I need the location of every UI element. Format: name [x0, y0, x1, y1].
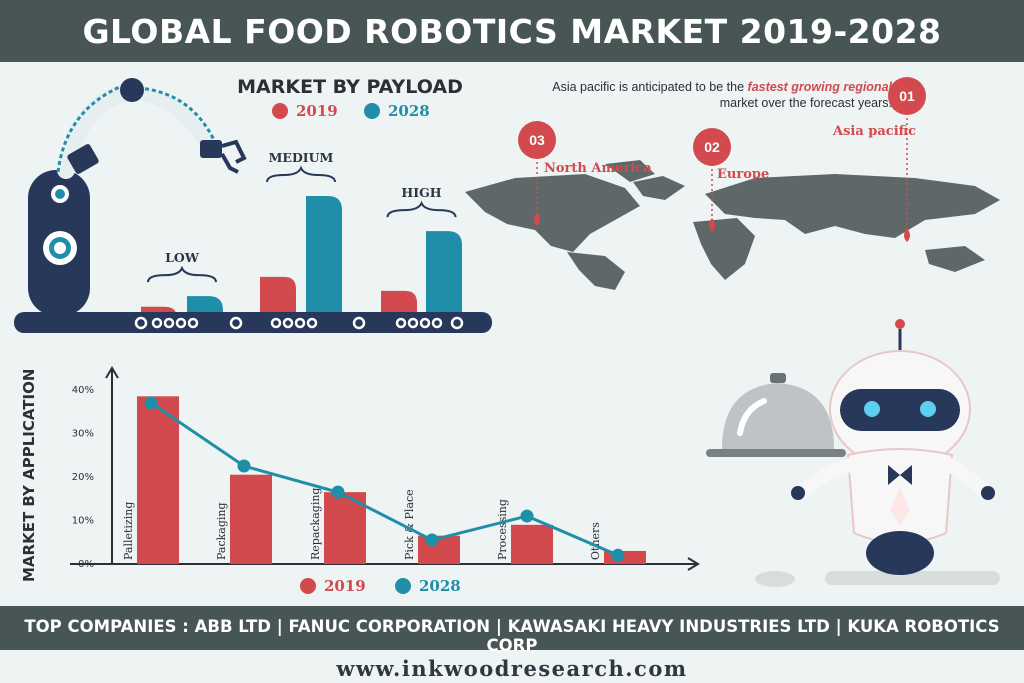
legend-label-2019: 2019	[296, 102, 338, 120]
marker-north-america	[518, 121, 556, 226]
category-label: Pick & Place	[403, 489, 416, 560]
application-point-2028	[520, 509, 534, 523]
application-bar-2019	[137, 396, 179, 564]
payload-chart: LOW MEDIUM HIGH	[141, 150, 462, 319]
legend-dot-2028	[395, 578, 411, 594]
payload-legend-2028: 2028	[364, 102, 430, 120]
payload-label-high: HIGH	[401, 185, 441, 200]
category-label: Processing	[496, 499, 509, 560]
payload-brace-high	[386, 200, 457, 218]
top-companies: TOP COMPANIES : ABB LTD | FANUC CORPORAT…	[24, 617, 1000, 655]
payload-title: MARKET BY PAYLOAD	[237, 76, 463, 98]
serving-cloche-icon	[706, 373, 846, 457]
legend-label-2028: 2028	[419, 577, 461, 595]
y-tick-label: 0%	[78, 559, 94, 570]
location-pin-icon	[904, 228, 910, 242]
region-label-north-america: North America	[544, 161, 652, 176]
region-markers	[518, 77, 926, 242]
regional-text-emphasis: fastest growing regional	[747, 80, 892, 94]
marker-asia-pacific	[888, 77, 926, 242]
category-label: Others	[589, 522, 602, 560]
header-bar	[0, 0, 1024, 62]
category-label: Repackaging	[309, 488, 322, 560]
location-pin-icon	[709, 218, 715, 232]
payload-bar-2028-low	[187, 296, 223, 312]
application-bar-2019	[418, 535, 460, 564]
rank-01: 01	[899, 88, 915, 104]
payload-brace-low	[147, 265, 217, 283]
application-legend-2028: 2028	[395, 577, 461, 595]
marker-europe	[693, 128, 731, 232]
application-point-2028	[611, 548, 625, 562]
regional-text-start: Asia pacific is anticipated to be the	[552, 80, 748, 94]
x-axis-arrow	[687, 557, 700, 571]
payload-legend-2019: 2019	[272, 102, 338, 120]
world-map-icon	[465, 160, 1000, 290]
region-label-asia-pacific: Asia pacific	[833, 124, 917, 139]
y-tick-label: 30%	[72, 428, 94, 439]
page-title: GLOBAL FOOD ROBOTICS MARKET 2019-2028	[82, 12, 942, 51]
y-tick-label: 40%	[72, 385, 94, 396]
waiter-robot-icon	[706, 319, 1000, 587]
y-tick-label: 10%	[72, 515, 94, 526]
location-pin-icon	[534, 212, 540, 226]
application-legend-2019: 2019	[300, 577, 366, 595]
application-bar-2019	[511, 524, 553, 564]
conveyor-belt-icon	[14, 312, 492, 333]
payload-bar-2028-medium	[306, 196, 342, 312]
application-point-2028	[144, 396, 158, 410]
rank-02: 02	[704, 139, 720, 155]
application-chart: 0% 10% 20% 30% 40% Palletizing Packaging Repack…	[70, 366, 700, 571]
legend-label-2019: 2019	[324, 577, 366, 595]
application-point-2028	[425, 533, 439, 547]
application-point-2028	[331, 485, 345, 499]
payload-brace-medium	[266, 165, 336, 183]
category-label: Palletizing	[122, 502, 135, 560]
legend-label-2028: 2028	[388, 102, 430, 120]
regional-text-end: market over the forecast years.	[719, 96, 892, 110]
y-axis-arrow	[105, 366, 119, 379]
payload-label-medium: MEDIUM	[269, 150, 334, 165]
regional-statement: Asia pacific is anticipated to be the fa…	[520, 79, 892, 111]
y-tick-label: 20%	[72, 472, 94, 483]
payload-label-low: LOW	[165, 250, 200, 265]
category-label: Packaging	[215, 502, 228, 560]
payload-bar-2028-high	[426, 231, 462, 312]
legend-dot-2028	[364, 103, 380, 119]
application-bar-2019	[230, 474, 272, 564]
website-url[interactable]: www.inkwoodresearch.com	[336, 656, 688, 681]
region-label-europe: Europe	[717, 167, 770, 182]
legend-dot-2019	[300, 578, 316, 594]
rank-03: 03	[529, 132, 545, 148]
application-point-2028	[237, 459, 251, 473]
payload-bar-2019-high	[381, 290, 417, 312]
footer-bar	[0, 606, 1024, 650]
legend-dot-2019	[272, 103, 288, 119]
payload-bar-2019-low	[141, 306, 177, 319]
robot-arm-icon	[28, 78, 247, 316]
payload-bar-2019-medium	[260, 276, 296, 312]
application-line-2028	[150, 401, 619, 557]
